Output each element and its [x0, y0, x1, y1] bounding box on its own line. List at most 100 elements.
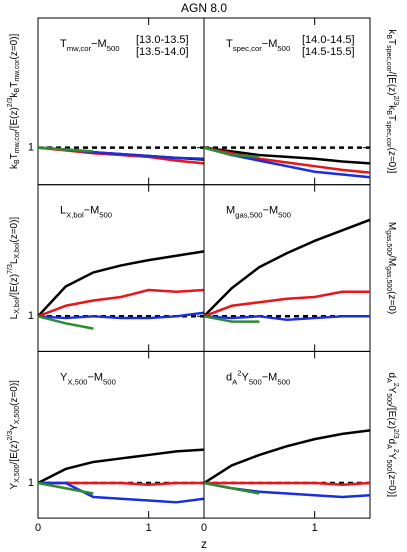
- text-part: k: [386, 29, 397, 35]
- panel-frame: [203, 350, 371, 519]
- series-line: [37, 250, 205, 318]
- text-part: k: [9, 91, 20, 97]
- series-line: [203, 290, 370, 318]
- text-part: (z=0)]: [386, 147, 397, 173]
- legend-entry: [14.0-14.5]: [302, 34, 355, 46]
- series-line: [204, 481, 371, 487]
- series-line: [37, 146, 94, 153]
- text-part: Y: [9, 482, 20, 489]
- page-title: AGN 8.0: [181, 1, 227, 15]
- text-part: k: [386, 105, 397, 111]
- panel-label: LX,bol−M500: [60, 205, 112, 220]
- text-part: (z=0)]: [9, 217, 20, 243]
- text-part: X,500: [14, 464, 21, 482]
- panel-label: Mgas,500−M500: [226, 205, 291, 220]
- text-part: 2: [392, 449, 399, 453]
- text-part: −M: [84, 205, 100, 217]
- text-part: −M: [91, 38, 107, 50]
- text-part: (z=0): [386, 291, 397, 314]
- text-part: A: [385, 444, 392, 449]
- text-part: (z=0)]: [9, 33, 20, 59]
- text-part: B: [385, 34, 392, 39]
- text-part: B: [385, 110, 392, 115]
- x-tick-label: 0: [35, 522, 41, 534]
- text-part: 500: [99, 210, 112, 219]
- text-part: (z=0)]: [386, 471, 397, 497]
- panel-label: Tspec,cor−M500: [226, 38, 290, 53]
- text-part: L: [9, 313, 20, 319]
- text-part: Y: [242, 371, 250, 383]
- text-part: 2: [392, 383, 399, 387]
- text-part: A: [385, 378, 392, 383]
- series-line: [37, 288, 205, 318]
- y-tick-label: 1: [28, 142, 34, 154]
- text-part: k: [9, 163, 20, 169]
- series-line: [203, 315, 260, 323]
- x-tick-label: 1: [146, 522, 152, 534]
- text-part: T: [9, 82, 20, 88]
- text-part: T: [9, 153, 20, 159]
- text-part: 500: [385, 459, 392, 471]
- text-part: /[E(z): [9, 441, 20, 465]
- text-part: 500: [385, 393, 392, 405]
- text-part: Y: [386, 453, 397, 460]
- x-axis-label: z: [201, 537, 207, 551]
- text-part: 500: [278, 210, 291, 219]
- text-part: M: [226, 205, 235, 217]
- text-part: Y: [60, 371, 68, 383]
- text-part: 500: [103, 377, 116, 386]
- text-part: d: [386, 439, 397, 445]
- text-part: spec,cor: [385, 121, 392, 148]
- text-part: X,500: [14, 406, 21, 424]
- text-part: (z=0)]: [9, 380, 20, 406]
- text-part: −M: [262, 371, 278, 383]
- text-part: 2/3: [7, 431, 14, 441]
- text-part: T: [226, 38, 233, 50]
- text-part: L: [9, 258, 20, 264]
- text-part: X,bol: [14, 297, 21, 313]
- text-part: X,bol: [14, 242, 21, 258]
- text-part: 500: [107, 44, 120, 53]
- y-axis-label: YX,500/[E(z)2/3YX,500(z=0)]: [7, 380, 21, 490]
- text-part: spec,cor: [233, 44, 262, 53]
- text-part: 7/3: [7, 264, 14, 274]
- series-line: [37, 311, 205, 320]
- text-part: 500: [277, 377, 290, 386]
- text-part: 2/3: [392, 96, 399, 106]
- text-part: mw,cor: [14, 130, 21, 153]
- legend-entry: [13.5-14.0]: [136, 46, 189, 58]
- x-tick-label: 0: [201, 522, 207, 534]
- text-part: gas,500: [385, 266, 392, 291]
- y-tick-label: 1: [28, 310, 34, 322]
- text-part: 2/3: [392, 429, 399, 439]
- text-part: /[E(z): [386, 72, 397, 96]
- text-part: Y: [9, 424, 20, 431]
- y-axis-label: LX,bol/[E(z)7/3LX,bol(z=0)]: [7, 217, 21, 320]
- text-part: 500: [277, 44, 290, 53]
- text-part: gas,500: [385, 230, 392, 255]
- text-part: Y: [386, 387, 397, 394]
- text-part: T: [386, 115, 397, 121]
- text-part: B: [14, 87, 21, 92]
- y-axis-label: kBTspec,cor/[E(z)2/3kBTspec,cor(z=0)]: [385, 29, 399, 173]
- series-line: [203, 218, 371, 318]
- panel-label: dA2Y500−M500: [226, 368, 290, 386]
- text-part: d: [226, 371, 232, 383]
- y-tick-label: 1: [28, 477, 34, 489]
- series-line: [203, 481, 260, 495]
- series-line: [37, 448, 205, 485]
- series-line: [37, 315, 94, 330]
- series-line: [203, 146, 260, 159]
- text-part: L: [60, 205, 66, 217]
- text-part: T: [60, 38, 67, 50]
- x-tick-label: 1: [312, 522, 318, 534]
- y-axis-label: Mgas,500/Mgas,500(z=0): [385, 222, 398, 314]
- text-part: 2/3: [7, 97, 14, 107]
- text-part: −M: [263, 205, 279, 217]
- text-part: −M: [262, 38, 278, 50]
- text-part: /M: [386, 255, 397, 266]
- text-part: d: [386, 373, 397, 379]
- text-part: 500: [249, 377, 262, 386]
- text-part: X,bol: [66, 210, 84, 219]
